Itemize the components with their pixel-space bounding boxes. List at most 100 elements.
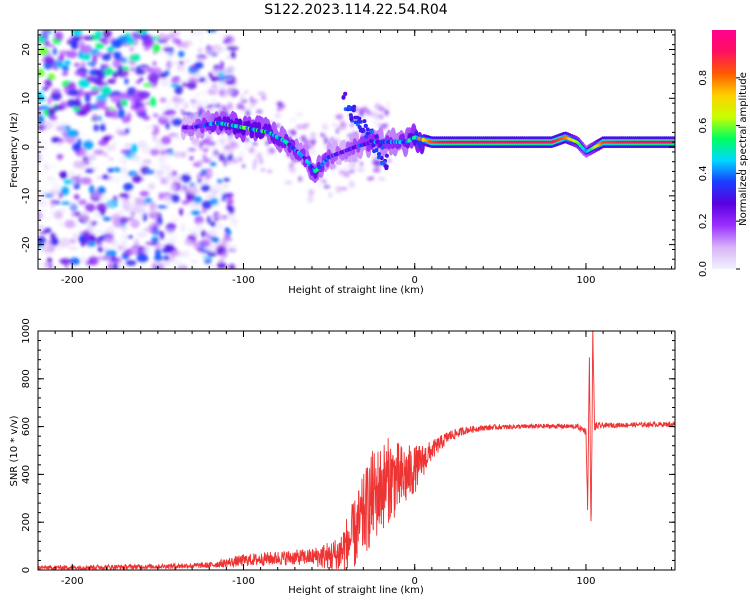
spectral-blob <box>162 255 170 262</box>
spectral-blob <box>183 59 191 64</box>
spectral-blob <box>89 250 97 256</box>
x-tick-label: -200 <box>61 275 84 286</box>
spectral-blob <box>159 177 170 185</box>
spectral-blob <box>120 71 129 76</box>
spectral-blob <box>335 128 340 135</box>
spectral-blob <box>211 237 220 243</box>
spectral-blob <box>206 170 213 176</box>
spectral-blob <box>196 172 203 181</box>
spectral-blob <box>181 81 188 87</box>
spectral-blob <box>124 78 129 85</box>
spectral-blob <box>111 39 123 49</box>
spectral-blob <box>102 30 112 39</box>
colorbar-label: Normalized spectral amplitude <box>738 72 749 226</box>
spectral-blob <box>126 112 132 122</box>
spectral-blob <box>183 238 193 245</box>
ridge-branch <box>347 105 352 110</box>
spectral-blob <box>38 236 46 245</box>
spectral-blob <box>63 84 70 93</box>
ridge-branch <box>380 145 385 150</box>
spectral-blob <box>70 212 78 217</box>
snr-marks <box>38 331 675 570</box>
spectral-blob <box>89 184 95 195</box>
spectral-blob <box>266 150 272 157</box>
colorbar-gradient <box>712 30 736 269</box>
spectral-blob <box>91 114 99 122</box>
ridge-branch <box>356 119 361 124</box>
spectral-blob <box>105 249 117 256</box>
y-tick-label: 400 <box>21 465 32 484</box>
spectral-blob <box>227 101 233 109</box>
spectral-blob <box>367 176 373 181</box>
spectral-blob <box>349 123 355 127</box>
spectral-blob <box>130 66 136 72</box>
spectral-blob <box>156 205 168 209</box>
spectral-blob <box>97 246 104 253</box>
spectral-blob <box>86 75 98 83</box>
spectral-blob <box>183 43 188 50</box>
ridge-band <box>232 126 238 135</box>
spectral-blob <box>43 216 53 220</box>
ridge-band <box>344 151 349 160</box>
spectral-blob <box>209 229 217 237</box>
spectral-blob <box>93 212 101 219</box>
spectral-blob <box>131 217 138 225</box>
spectral-blob <box>121 165 128 176</box>
spectral-blob <box>224 227 230 233</box>
spectral-blob <box>66 129 78 138</box>
spectral-blob <box>307 195 314 203</box>
spectral-blob <box>194 215 204 225</box>
spectral-blob <box>162 259 172 266</box>
spectral-blob <box>93 149 105 155</box>
spectral-blob <box>174 104 179 109</box>
spectral-blob <box>72 30 83 37</box>
spectral-blob <box>84 168 95 174</box>
spectral-blob <box>235 157 240 161</box>
spectral-blob <box>356 167 363 172</box>
spectral-blob <box>239 94 245 102</box>
spectral-blob <box>158 158 167 166</box>
spectral-blob <box>38 115 45 124</box>
spectral-blob <box>267 169 273 174</box>
x-tick-label: -100 <box>232 275 255 286</box>
spectral-blob <box>335 185 343 194</box>
spectral-blob <box>197 221 202 230</box>
spectral-blob <box>172 177 177 184</box>
spectral-blob <box>126 36 135 43</box>
spectral-blob <box>173 150 180 158</box>
spectral-blob <box>53 104 64 111</box>
spectral-blob <box>207 244 213 253</box>
spectral-blob <box>223 88 236 95</box>
spectral-blob <box>201 208 207 214</box>
figure-title: S122.2023.114.22.54.R04 <box>264 2 447 18</box>
spectral-blob <box>221 148 228 156</box>
spectral-blob <box>61 124 67 133</box>
spectral-blob <box>210 197 219 206</box>
ridge-branch <box>349 116 354 121</box>
ridge-band <box>366 143 371 152</box>
spectral-blob <box>54 264 62 269</box>
spectral-blob <box>171 250 183 257</box>
spectral-blob <box>151 212 159 220</box>
spectral-blob <box>206 251 217 257</box>
spectral-blob <box>114 168 121 173</box>
spectral-blob <box>222 105 228 114</box>
spectral-blob <box>220 75 232 79</box>
spectral-blob <box>230 51 236 59</box>
spectral-blob <box>193 196 202 204</box>
spectral-blob <box>181 250 190 258</box>
spectral-blob <box>292 166 297 173</box>
spectral-blob <box>80 75 88 79</box>
spectrogram-xlabel: Height of straight line (km) <box>288 285 424 296</box>
spectral-blob <box>98 99 107 108</box>
spectral-blob <box>49 115 58 121</box>
spectral-blob <box>378 106 385 112</box>
spectrogram-ylabel: Frequency (Hz) <box>9 112 20 188</box>
ridge-branch <box>343 92 348 97</box>
spectral-blob <box>202 154 207 159</box>
spectral-blob <box>133 238 139 249</box>
spectral-blob <box>368 111 374 117</box>
spectral-blob <box>332 123 336 127</box>
spectral-blob <box>149 201 157 211</box>
spectral-blob <box>226 204 232 211</box>
